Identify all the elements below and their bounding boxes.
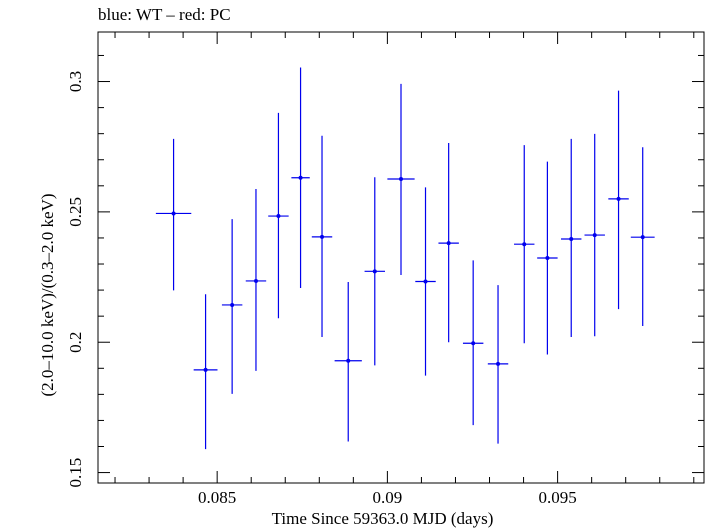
data-point [496, 361, 501, 366]
y-tick-label: 0.3 [66, 71, 85, 92]
data-point [203, 367, 208, 372]
data-point [372, 269, 377, 274]
data-point [592, 233, 597, 238]
data-point [399, 177, 403, 182]
chart-title: blue: WT – red: PC [98, 5, 231, 24]
y-tick-label: 0.15 [66, 458, 85, 488]
y-axis-label: (2.0–10.0 keV)/(0.3–2.0 keV) [38, 193, 57, 397]
data-point [640, 235, 645, 240]
data-point [298, 175, 303, 180]
data-point [230, 302, 235, 307]
x-tick-label: 0.095 [538, 488, 576, 507]
data-point [545, 256, 550, 261]
x-axis-label: Time Since 59363.0 MJD (days) [271, 509, 494, 528]
x-tick-label: 0.085 [198, 488, 236, 507]
y-tick-label: 0.25 [66, 197, 85, 227]
data-point [446, 241, 451, 246]
data-point [276, 214, 281, 219]
data-point [171, 211, 176, 216]
data-point [346, 358, 351, 363]
plot-frame [97, 31, 705, 484]
data-point [616, 196, 621, 201]
data-point [471, 341, 476, 346]
data-point [522, 242, 527, 247]
data-point [423, 279, 428, 284]
data-point [253, 278, 258, 283]
data-point [320, 234, 325, 239]
y-tick-label: 0.2 [66, 332, 85, 353]
data-point [569, 236, 574, 241]
x-tick-label: 0.09 [373, 488, 403, 507]
